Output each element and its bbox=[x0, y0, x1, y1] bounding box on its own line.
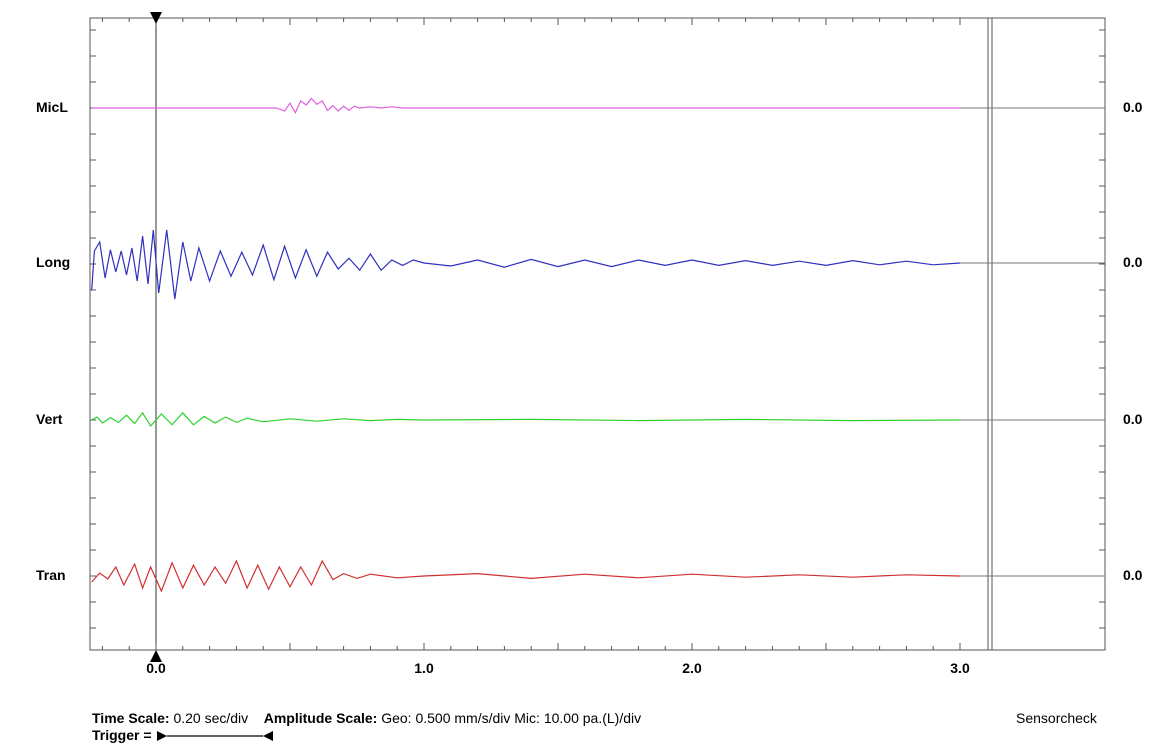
amplitude-scale-value: Geo: 0.500 mm/s/div Mic: 10.00 pa.(L)/di… bbox=[381, 710, 642, 726]
axis-ticks bbox=[90, 18, 1105, 650]
trigger-range-icon bbox=[157, 731, 274, 742]
x-tick-label: 2.0 bbox=[682, 660, 702, 676]
channel-label-micl: MicL bbox=[36, 99, 68, 115]
plot-frame bbox=[89, 17, 1106, 651]
x-tick-labels: 0.0 1.0 2.0 3.0 bbox=[146, 660, 970, 676]
trace-micl bbox=[91, 97, 960, 115]
trigger-markers bbox=[150, 12, 162, 662]
sensorcheck-note: Sensorcheck bbox=[1016, 710, 1097, 726]
trigger-marker-bottom bbox=[150, 650, 162, 662]
x-tick-label: 1.0 bbox=[414, 660, 434, 676]
channel-value-vert: 0.0 bbox=[1123, 411, 1143, 427]
channel-value-micl: 0.0 bbox=[1123, 99, 1143, 115]
time-scale-value: 0.20 sec/div bbox=[173, 710, 249, 726]
trace-vert bbox=[91, 411, 961, 428]
trigger-label: Trigger = bbox=[92, 727, 152, 743]
channel-label-long: Long bbox=[36, 254, 71, 270]
channel-baselines bbox=[960, 107, 1105, 577]
plot-border bbox=[89, 17, 1106, 651]
trace-tran bbox=[91, 559, 961, 593]
channel-label-vert: Vert bbox=[36, 411, 63, 427]
amplitude-scale-label: Amplitude Scale: bbox=[263, 710, 378, 726]
channel-traces bbox=[91, 97, 961, 593]
channel-label-tran: Tran bbox=[36, 567, 66, 583]
trigger-marker-top bbox=[150, 12, 162, 24]
channel-value-long: 0.0 bbox=[1123, 254, 1143, 270]
x-tick-label: 0.0 bbox=[146, 660, 166, 676]
time-scale-label: Time Scale: bbox=[92, 710, 170, 726]
channel-value-tran: 0.0 bbox=[1123, 567, 1143, 583]
trigger-legend: Trigger = bbox=[92, 727, 275, 743]
footer-scales: Time Scale: 0.20 sec/div Amplitude Scale… bbox=[92, 710, 641, 726]
trace-long bbox=[91, 229, 961, 300]
x-tick-label: 3.0 bbox=[950, 660, 970, 676]
